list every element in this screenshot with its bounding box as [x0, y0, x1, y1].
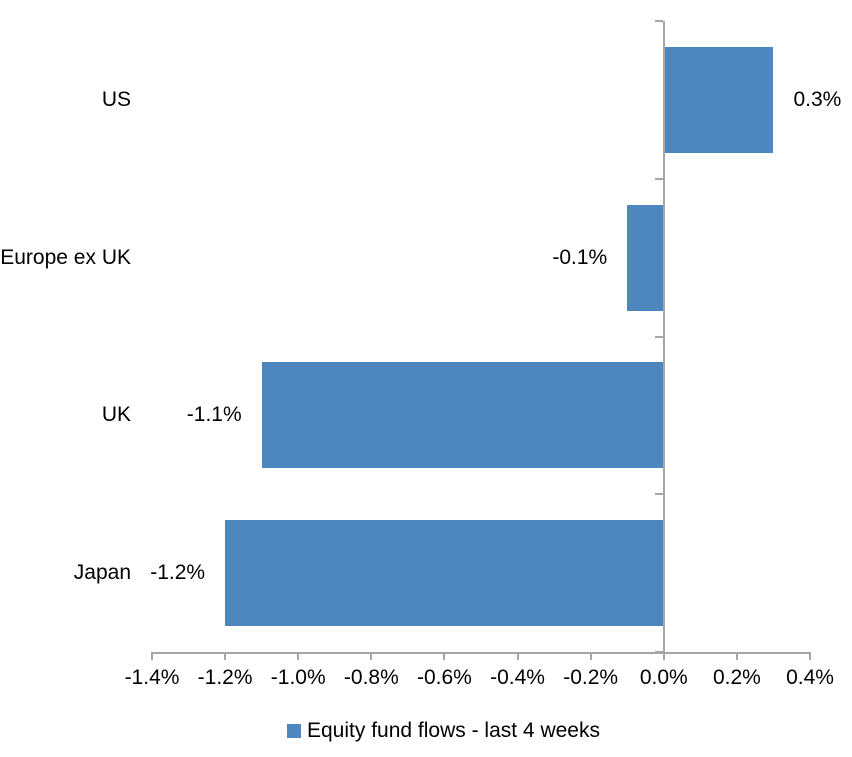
category-label: Japan: [73, 561, 131, 585]
x-tick: [735, 652, 738, 660]
x-tick-label: -1.2%: [197, 666, 253, 689]
bar-value-label: -0.1%: [552, 245, 608, 269]
x-tick: [589, 652, 592, 660]
x-tick-label: -1.4%: [124, 666, 180, 689]
bar-value-label: -1.2%: [150, 561, 206, 585]
y-tick: [654, 20, 663, 22]
x-tick-label: -0.6%: [417, 666, 472, 689]
category-label: UK: [101, 403, 131, 427]
x-tick-label: 0.2%: [712, 666, 761, 689]
legend-label: Equity fund flows - last 4 weeks: [307, 719, 600, 742]
x-tick-label: 0.4%: [786, 666, 834, 689]
legend-swatch: [287, 724, 301, 738]
x-tick: [662, 652, 665, 660]
category-label: Europe ex UK: [0, 245, 131, 269]
x-tick: [370, 652, 373, 660]
x-tick-label: -0.2%: [563, 666, 619, 689]
y-tick: [654, 177, 663, 180]
x-axis-line: [151, 652, 811, 654]
bar-value-label: -1.1%: [186, 403, 242, 427]
bar: [225, 520, 664, 627]
y-tick: [654, 651, 663, 653]
x-tick-label: -1.0%: [270, 666, 326, 689]
category-label: US: [101, 87, 131, 111]
bar: [663, 46, 774, 153]
x-tick-label: -0.4%: [490, 666, 545, 689]
x-tick-label: 0.0%: [639, 666, 688, 689]
bar-value-label: 0.3%: [793, 87, 842, 111]
y-axis-line: [662, 21, 665, 652]
x-tick: [443, 652, 446, 660]
x-tick-label: -0.8%: [343, 666, 399, 689]
x-tick: [151, 652, 153, 660]
x-tick: [297, 652, 300, 660]
bar: [261, 362, 664, 469]
legend: Equity fund flows - last 4 weeks: [287, 718, 600, 744]
bar: [627, 204, 664, 311]
y-tick: [654, 335, 663, 338]
y-tick: [654, 493, 663, 496]
x-tick: [809, 652, 811, 660]
x-tick: [516, 652, 519, 660]
x-tick: [224, 652, 227, 660]
